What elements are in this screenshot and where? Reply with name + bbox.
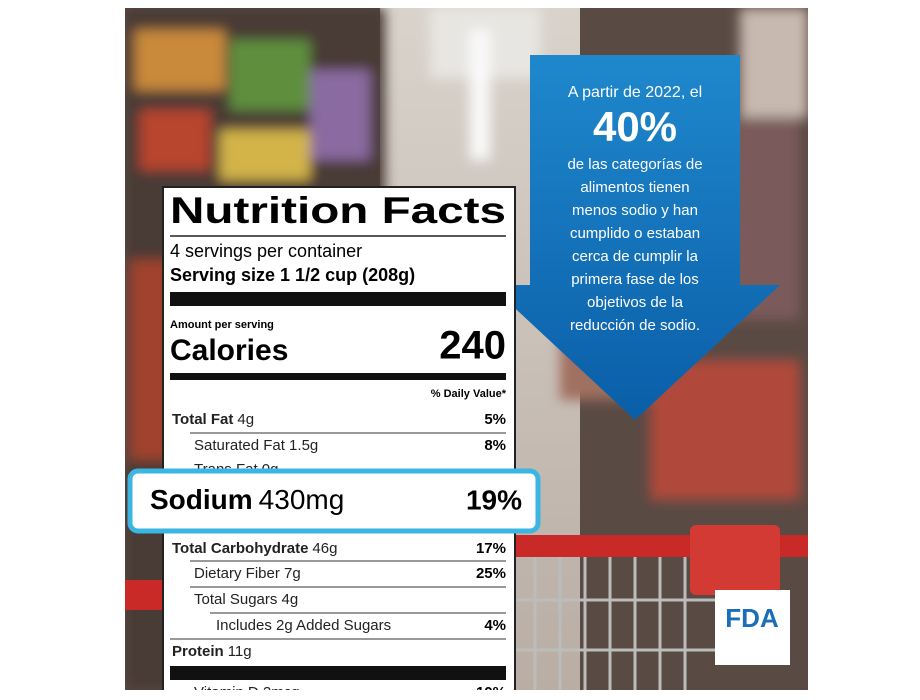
calories-label: Calories	[170, 334, 288, 367]
row-dv: 10%	[476, 684, 506, 700]
rule-thick	[170, 292, 506, 306]
callout: A partir de 2022, el 40% de las categorías…	[567, 84, 702, 334]
row-dv: 19%	[466, 484, 522, 515]
callout-line: reducción de sodio.	[570, 317, 700, 334]
calories: 240	[439, 324, 506, 368]
row-name: Protein	[172, 643, 224, 660]
row-name: Vitamin D 2mcg	[194, 684, 300, 700]
row-name: Dietary Fiber 7g	[194, 565, 301, 582]
daily-value-header: % Daily Value*	[431, 388, 507, 400]
callout-highlight: 40%	[593, 103, 677, 150]
row-text: Dietary Fiber 7g	[194, 565, 301, 582]
servings: 4 servings per container	[170, 241, 362, 261]
row-dv: 25%	[476, 565, 506, 582]
row-text: Total Fat 4g	[172, 411, 254, 428]
callout-line: A partir de 2022, el	[568, 84, 702, 101]
callout-line: alimentos tienen	[580, 179, 689, 196]
logo-box	[715, 590, 790, 665]
callout-line: menos sodio y han	[572, 202, 698, 219]
row-text: Includes 2g Added Sugars	[216, 617, 391, 634]
row-dv: 5%	[484, 411, 506, 428]
highlight-box	[127, 468, 541, 534]
row-text: Sodium 430mg	[150, 484, 344, 515]
row-name: Total Sugars 4g	[194, 591, 298, 608]
logo: FDA	[725, 603, 779, 633]
row-text: Saturated Fat 1.5g	[194, 437, 318, 454]
row-name: Total Carbohydrate	[172, 540, 308, 557]
amount-per-serving: Amount per serving	[170, 319, 274, 331]
row-amount: 430mg	[259, 484, 345, 515]
row-amount: 11g	[228, 643, 252, 660]
callout-line: objetivos de la	[587, 294, 684, 311]
row-text: Vitamin D 2mcg	[194, 684, 300, 700]
row-text: Total Sugars 4g	[194, 591, 298, 608]
row-text: Total Carbohydrate 46g	[172, 540, 337, 557]
row-dv: 8%	[484, 437, 506, 454]
rule-thick	[170, 373, 506, 380]
row-dv: 17%	[476, 540, 506, 557]
label-content: Nutrition Facts 4 servings per container S…	[127, 190, 541, 700]
row-amount: 4g	[237, 411, 254, 428]
row-name: Saturated Fat 1.5g	[194, 437, 318, 454]
row-name: Total Fat	[172, 411, 233, 428]
row-dv: 4%	[484, 617, 506, 634]
nutrition-label	[162, 186, 516, 690]
callout-line: primera fase de los	[571, 271, 699, 288]
callout-arrow	[490, 55, 780, 420]
label-title: Nutrition Facts	[170, 190, 506, 231]
callout-line: cumplido o estaban	[570, 225, 700, 242]
row-amount: 46g	[312, 540, 337, 557]
callout-line: de las categorías de	[567, 156, 702, 173]
row-text: Protein 11g	[172, 643, 252, 660]
row-name: Includes 2g Added Sugars	[216, 617, 391, 634]
serving-size: Serving size 1 1/2 cup (208g)	[170, 265, 415, 285]
rule-thick	[170, 666, 506, 680]
row-name: Sodium	[150, 484, 253, 515]
callout-line: cerca de cumplir la	[572, 248, 699, 265]
